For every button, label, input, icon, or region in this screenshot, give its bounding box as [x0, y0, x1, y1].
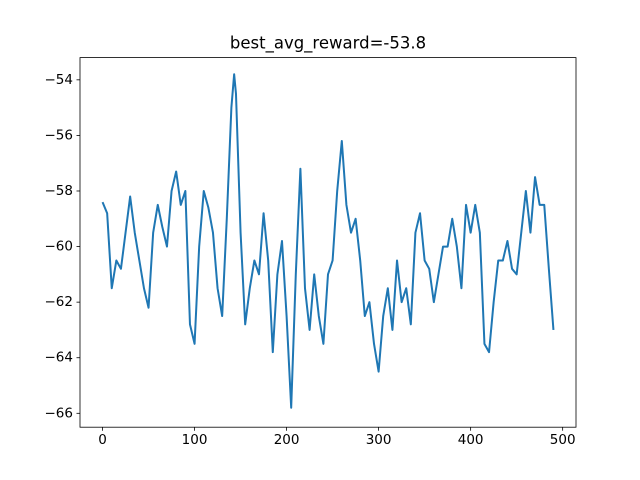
x-tick-label: 400	[458, 432, 484, 448]
axes-frame	[79, 57, 577, 428]
y-tick-label: −56	[45, 127, 74, 143]
y-tick-label: −58	[45, 183, 74, 199]
y-tick-label: −64	[45, 350, 74, 366]
y-tick-label: −62	[45, 294, 74, 310]
y-tick-label: −60	[45, 239, 74, 255]
chart-title: best_avg_reward=-53.8	[230, 34, 426, 54]
x-tick-label: 300	[366, 432, 392, 448]
x-tick-label: 0	[98, 432, 107, 448]
line	[101, 73, 555, 409]
x-tick-label: 100	[182, 432, 208, 448]
x-tick-label: 200	[274, 432, 300, 448]
x-tick-label: 500	[550, 432, 576, 448]
y-tick-label: −54	[45, 72, 74, 88]
y-tick-label: −66	[45, 405, 74, 421]
